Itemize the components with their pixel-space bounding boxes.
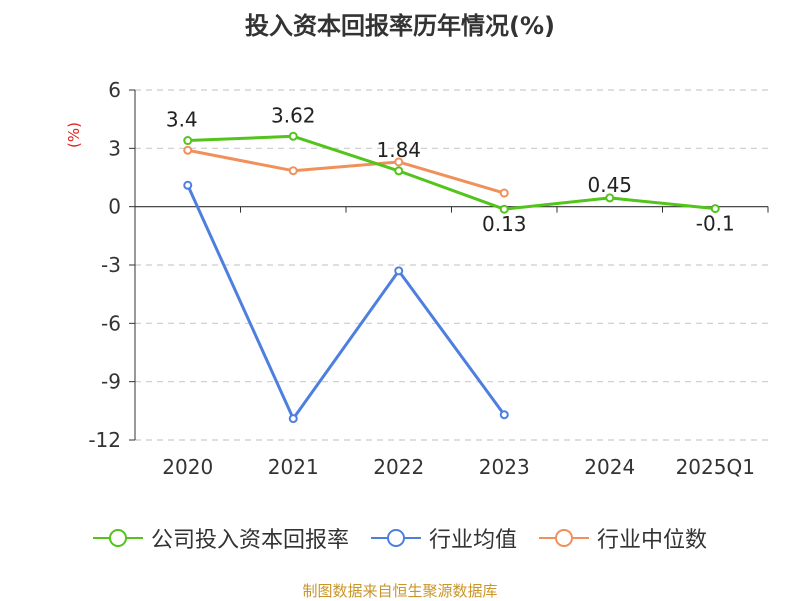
data-label: 3.62 xyxy=(271,103,316,127)
x-tick-label: 2022 xyxy=(373,455,424,479)
x-tick-label: 2025Q1 xyxy=(676,455,755,479)
data-point xyxy=(499,204,509,214)
data-source-note: 制图数据来自恒生聚源数据库 xyxy=(302,582,498,600)
chart-title: 投入资本回报率历年情况(%) xyxy=(245,12,555,40)
legend-label-industry-mean: 行业均值 xyxy=(428,528,517,553)
data-point xyxy=(183,145,193,155)
series-line xyxy=(186,184,506,421)
y-tick-label: 6 xyxy=(108,78,121,102)
series-line xyxy=(187,134,716,211)
y-tick-label: -6 xyxy=(101,311,121,335)
data-point xyxy=(183,180,193,190)
legend-marker-industry-mean xyxy=(370,529,421,547)
data-point xyxy=(288,166,298,176)
legend-item-company[interactable]: 公司投入资本回报率 xyxy=(92,522,349,554)
legend-marker-company xyxy=(92,529,143,547)
data-point xyxy=(605,193,615,203)
legend-item-industry-mean[interactable]: 行业均值 xyxy=(370,522,517,554)
data-point xyxy=(499,188,509,198)
data-point xyxy=(394,166,404,176)
y-tick-label: -9 xyxy=(101,370,121,394)
data-point xyxy=(394,266,404,276)
y-tick-label: 0 xyxy=(108,195,121,219)
data-point xyxy=(183,136,193,146)
x-tick-label: 2021 xyxy=(268,455,319,479)
data-label: -0.1 xyxy=(696,212,735,236)
chart-legend: 公司投入资本回报率 行业均值 行业中位数 xyxy=(0,522,800,554)
data-point xyxy=(499,410,509,420)
x-tick-label: 2020 xyxy=(162,455,213,479)
data-point xyxy=(288,131,298,141)
data-label: 3.4 xyxy=(166,108,198,132)
legend-item-industry-median[interactable]: 行业中位数 xyxy=(539,522,707,554)
data-point xyxy=(394,157,404,167)
series-line xyxy=(187,148,505,195)
data-label: 0.45 xyxy=(587,173,632,197)
y-tick-label: 3 xyxy=(108,136,121,160)
legend-label-industry-median: 行业中位数 xyxy=(597,528,708,553)
legend-label-company: 公司投入资本回报率 xyxy=(150,528,349,553)
legend-marker-industry-median xyxy=(539,529,589,547)
data-label: 0.13 xyxy=(482,212,527,236)
y-tick-label: -12 xyxy=(88,428,121,452)
data-point xyxy=(288,414,298,424)
y-tick-label: -3 xyxy=(101,253,121,277)
x-tick-label: 2023 xyxy=(479,455,530,479)
data-label: 1.84 xyxy=(376,138,421,162)
x-tick-label: 2024 xyxy=(584,455,635,479)
data-point xyxy=(710,204,720,214)
